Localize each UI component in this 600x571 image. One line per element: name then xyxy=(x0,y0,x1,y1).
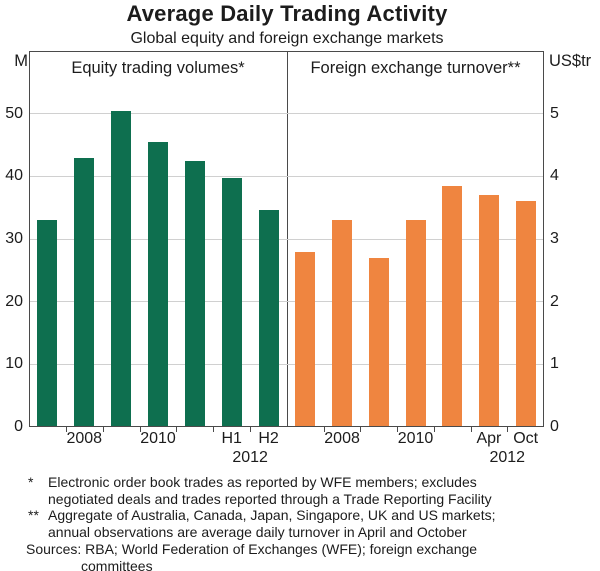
bar-equity-2007 xyxy=(37,219,58,426)
gridline xyxy=(30,113,543,115)
right-axis-tick-label: 2 xyxy=(550,292,559,310)
right-axis-tick-label: 1 xyxy=(550,355,559,373)
left-axis-tick-label: 30 xyxy=(5,230,23,247)
panel-title-equity: Equity trading volumes* xyxy=(71,59,245,77)
panel-title-fx: Foreign exchange turnover** xyxy=(310,59,521,77)
x-axis-tick xyxy=(360,427,362,432)
chart-title: Average Daily Trading Activity xyxy=(126,1,448,26)
sources-line-2: committees xyxy=(81,557,153,571)
x-axis-label-equity-h2: H2 xyxy=(258,430,279,447)
footnote-1: * Electronic order book trades as report… xyxy=(26,474,586,507)
bar-fx-2007 xyxy=(295,251,316,426)
gridline xyxy=(30,363,543,365)
footnote-2-line-2: annual observations are average daily tu… xyxy=(48,524,467,541)
left-axis-tick-label: 10 xyxy=(5,355,23,373)
bar-fx-2011 xyxy=(442,185,463,426)
bar-fx-2009 xyxy=(368,257,389,426)
left-axis-tick-label: 20 xyxy=(5,292,23,310)
footnote-2: ** Aggregate of Australia, Canada, Japan… xyxy=(26,507,586,540)
x-axis-tick xyxy=(433,427,435,432)
bar-equity-2008 xyxy=(74,158,95,426)
bar-fx-2008 xyxy=(332,220,353,426)
x-axis-label-equity-h1: H1 xyxy=(221,430,242,447)
left-axis-tick-label: 40 xyxy=(5,167,23,185)
footnotes: * Electronic order book trades as report… xyxy=(26,474,586,571)
footnote-1-marker: * xyxy=(28,474,34,490)
x-axis-year-label-equity: 2012 xyxy=(232,449,268,466)
right-axis-tick-label: 4 xyxy=(550,167,559,185)
gridline xyxy=(30,301,543,303)
x-axis-tick xyxy=(65,427,67,432)
x-axis-label-equity-2010: 2010 xyxy=(140,430,176,447)
right-axis-tick-label: 5 xyxy=(550,104,559,122)
x-axis-year-label-fx: 2012 xyxy=(489,449,526,466)
bar-equity-h1-2012 xyxy=(221,178,242,426)
x-axis-tick xyxy=(397,427,399,432)
left-axis-unit: M xyxy=(14,52,28,70)
right-axis-tick-label: 0 xyxy=(550,418,559,435)
footnote-1-line-1: Electronic order book trades as reported… xyxy=(48,474,477,490)
right-axis-unit: US$tr xyxy=(549,52,592,70)
bar-fx-apr-2012 xyxy=(478,195,499,426)
footnote-1-line-2: negotiated deals and trades reported thr… xyxy=(48,490,492,507)
bar-equity-2009 xyxy=(111,110,132,426)
footnote-2-marker: ** xyxy=(28,507,39,524)
x-axis-tick xyxy=(507,427,509,432)
x-axis-label-equity-2008: 2008 xyxy=(66,430,103,447)
bar-fx-2010 xyxy=(405,220,426,426)
x-axis-label-fx-apr: Apr xyxy=(476,430,502,447)
gridline xyxy=(30,238,543,240)
x-axis-tick xyxy=(102,427,104,432)
x-axis-tick xyxy=(176,427,178,432)
x-axis-tick xyxy=(139,427,141,432)
chart-subtitle: Global equity and foreign exchange marke… xyxy=(130,30,444,47)
x-axis-tick xyxy=(470,427,472,432)
plot-area xyxy=(29,51,544,427)
sources-note: Sources: RBA; World Federation of Exchan… xyxy=(26,541,586,571)
left-axis-tick-label: 50 xyxy=(5,104,23,122)
x-axis-tick xyxy=(323,427,325,432)
x-axis-label-fx-oct: Oct xyxy=(513,430,539,447)
bar-fx-oct-2012 xyxy=(515,201,536,426)
x-axis-label-fx-2008: 2008 xyxy=(324,430,360,447)
x-axis-label-fx-2010: 2010 xyxy=(397,430,434,447)
bar-equity-2011 xyxy=(184,160,205,426)
bar-equity-h2-2012 xyxy=(258,209,279,426)
x-axis-tick xyxy=(250,427,252,432)
x-axis-tick xyxy=(213,427,215,432)
sources-line-1: Sources: RBA; World Federation of Exchan… xyxy=(26,540,478,557)
gridline xyxy=(30,175,543,177)
left-axis-tick-label: 0 xyxy=(14,418,23,435)
bar-equity-2010 xyxy=(148,141,168,426)
right-axis-tick-label: 3 xyxy=(550,230,559,247)
footnote-2-line-1: Aggregate of Australia, Canada, Japan, S… xyxy=(48,507,496,524)
